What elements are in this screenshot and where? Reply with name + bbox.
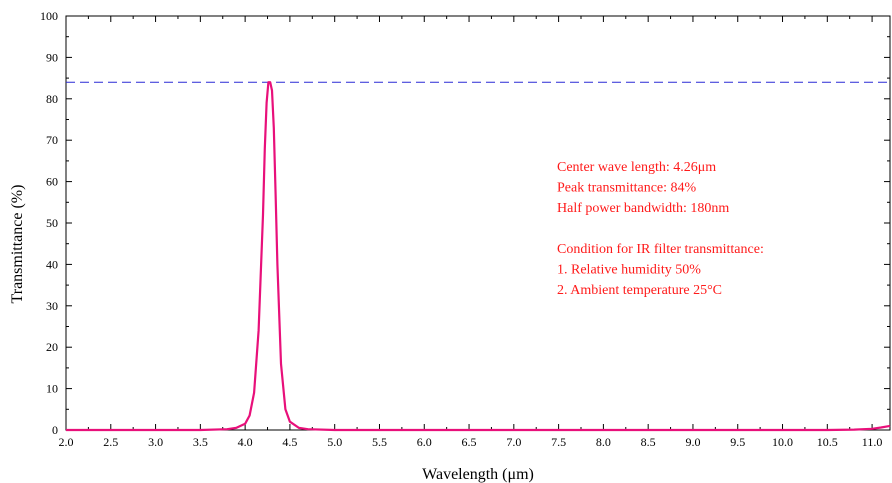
y-tick-label: 90	[46, 50, 58, 64]
axes	[65, 15, 891, 431]
y-tick-label: 10	[46, 382, 58, 396]
x-tick-label: 10.5	[817, 435, 838, 449]
y-tick-label: 20	[46, 340, 58, 354]
plot-frame	[65, 15, 891, 431]
x-tick-label: 8.0	[596, 435, 611, 449]
ticks: 2.0 2.5 3.0 3.5 4.0 4.5 5.0 5.5 6.0 6.5 7.0 7.5 8.0 8…	[40, 9, 890, 449]
x-tick-label: 2.5	[103, 435, 118, 449]
annotation-line: Center wave length: 4.26μm	[557, 160, 716, 175]
y-tick-label: 40	[46, 257, 58, 271]
annotation-line: Condition for IR filter transmittance:	[557, 242, 764, 257]
annotation-line: Half power bandwidth: 180nm	[557, 201, 729, 216]
x-tick-label: 4.5	[282, 435, 297, 449]
series-group	[66, 81, 891, 432]
y-tick-label: 0	[52, 423, 58, 437]
x-axis-title: Wavelength (μm)	[422, 466, 534, 483]
y-tick-label: 80	[46, 92, 58, 106]
y-tick-label: 70	[46, 133, 58, 147]
x-tick-label: 10.0	[772, 435, 793, 449]
x-tick-label: 3.0	[148, 435, 163, 449]
x-tick-label: 7.5	[551, 435, 566, 449]
x-tick-label: 5.0	[327, 435, 342, 449]
y-tick-label: 100	[40, 9, 58, 23]
annotation-line: 1. Relative humidity 50%	[557, 263, 701, 278]
x-tick-label: 4.0	[238, 435, 253, 449]
x-tick-label: 6.0	[417, 435, 432, 449]
y-tick-label: 60	[46, 175, 58, 189]
x-tick-label: 5.5	[372, 435, 387, 449]
x-tick-label: 11.0	[862, 435, 883, 449]
x-tick-label: 2.0	[59, 435, 74, 449]
transmittance-curve	[66, 81, 891, 432]
annotation-line: Peak transmittance: 84%	[557, 181, 697, 196]
y-axis-title: Transmittance (%)	[9, 185, 26, 304]
y-tick-label: 50	[46, 216, 58, 230]
x-tick-label: 6.5	[462, 435, 477, 449]
x-tick-label: 7.0	[506, 435, 521, 449]
x-tick-label: 8.5	[641, 435, 656, 449]
x-tick-label: 9.0	[685, 435, 700, 449]
y-tick-label: 30	[46, 299, 58, 313]
x-tick-label: 3.5	[193, 435, 208, 449]
x-tick-label: 9.5	[730, 435, 745, 449]
annotations: Center wave length: 4.26μm Peak transmitt…	[557, 160, 764, 298]
annotation-line: 2. Ambient temperature 25°C	[557, 283, 722, 298]
